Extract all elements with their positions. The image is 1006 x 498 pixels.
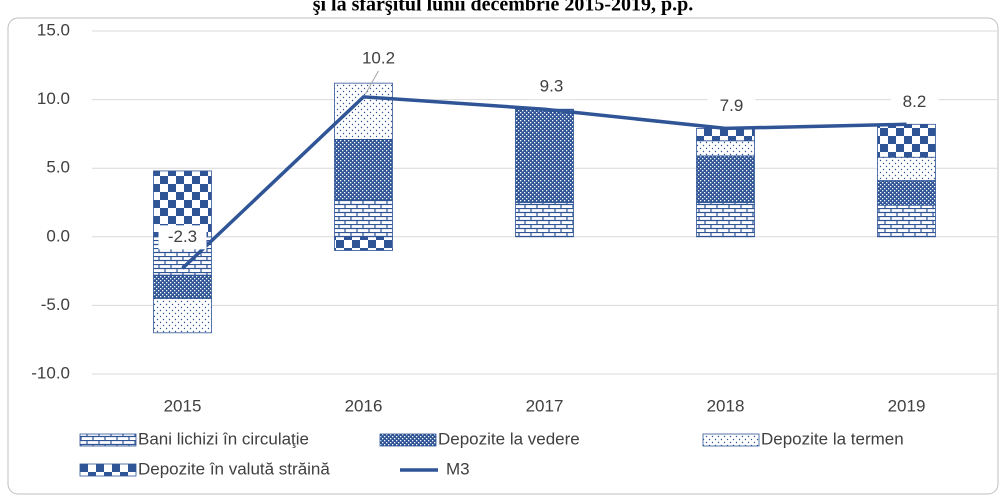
x-tick-label: 2019 (888, 396, 926, 415)
bar-segment (877, 156, 936, 181)
legend-swatch (702, 433, 760, 447)
data-label: -2.3 (168, 227, 197, 246)
legend-label: Depozite la vedere (438, 429, 580, 448)
legend-swatch (79, 433, 137, 447)
data-label: 7.9 (720, 96, 744, 115)
legend-label: Bani lichizi în circulaţie (138, 429, 309, 448)
bar-segment (153, 274, 212, 299)
bar-segment (334, 138, 393, 201)
label-box (354, 46, 403, 71)
legend-label: Depozite la termen (761, 429, 904, 448)
bar-segment (696, 140, 755, 157)
bar-segment (515, 108, 574, 203)
data-label: 10.2 (362, 48, 395, 67)
legend-label: Depozite în valută străină (138, 459, 330, 478)
bar-segment (334, 236, 393, 251)
chart-title: şi la sfârşitul lunii decembrie 2015-201… (313, 0, 694, 16)
y-tick-label: 0.0 (46, 226, 70, 245)
label-box (158, 225, 207, 250)
bar-segment (153, 298, 212, 334)
bar-segment (515, 202, 574, 238)
data-label: 9.3 (540, 77, 564, 96)
legend-swatch (79, 463, 137, 477)
leader-line (365, 70, 379, 95)
bar-segment (334, 199, 393, 238)
label-box (527, 75, 576, 100)
y-tick-label: 5.0 (46, 158, 70, 177)
x-tick-label: 2016 (345, 396, 383, 415)
bar-segment (877, 123, 936, 158)
y-tick-label: 10.0 (37, 89, 70, 108)
label-box (890, 90, 939, 115)
line-series (181, 95, 907, 270)
label-box (707, 94, 756, 119)
x-tick-label: 2015 (164, 396, 202, 415)
bar-segment (877, 204, 936, 238)
bar-segment (334, 82, 393, 140)
y-tick-label: 15.0 (37, 21, 70, 40)
chart-frame (7, 17, 999, 495)
y-tick-label: -10.0 (31, 363, 70, 382)
legend-label: M3 (446, 459, 470, 478)
bar-segment (696, 128, 755, 142)
y-tick-label: -5.0 (41, 295, 70, 314)
bar-segment (696, 155, 755, 203)
legend-swatch (379, 433, 437, 447)
bar-segment (696, 202, 755, 238)
bar-segment (877, 180, 936, 206)
data-label: 8.2 (903, 92, 927, 111)
x-tick-label: 2018 (707, 396, 745, 415)
x-tick-label: 2017 (526, 396, 564, 415)
